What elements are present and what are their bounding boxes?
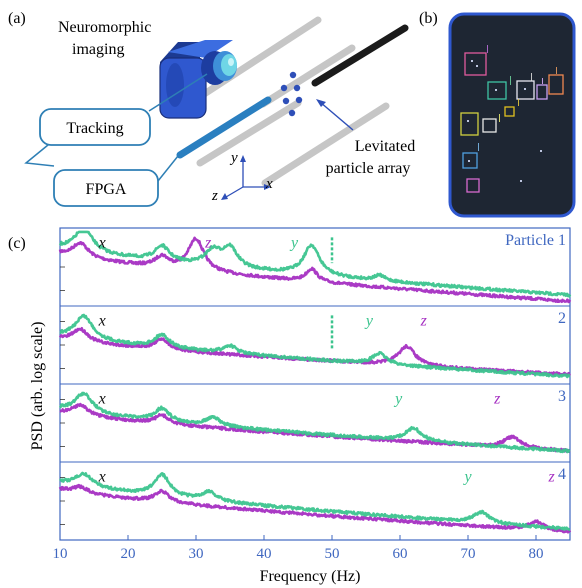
peak-label-y: y [364, 313, 374, 330]
x-tick-labels: 10 20 30 40 50 60 70 80 [53, 535, 544, 562]
tracking-connector [148, 73, 208, 112]
panel-a-schematic: (a) Neuromorphic [8, 10, 415, 207]
tracking-label: Tracking [66, 120, 123, 137]
green-psd-trace [58, 391, 571, 454]
x-tick-label: 50 [325, 546, 340, 562]
particle [295, 96, 303, 104]
rail-top-dark [311, 24, 409, 87]
particle [288, 109, 296, 117]
peak-label-x: x [98, 313, 106, 330]
green-psd-trace [58, 471, 571, 531]
peak-label-y: y [462, 469, 472, 486]
camera-label-line2: imaging [72, 41, 124, 58]
panel-b-event-image: (b) [419, 10, 576, 218]
particle [289, 71, 297, 79]
purple-psd-trace [59, 402, 571, 454]
axis-label-z: z [211, 188, 218, 204]
rail-bottom-left [196, 99, 302, 167]
peak-label-x: x [98, 235, 106, 252]
x-tick-label: 40 [257, 546, 272, 562]
psd-subpanel: x y z 3 [58, 383, 571, 454]
array-label-line2: particle array [326, 160, 411, 177]
particle [282, 97, 290, 105]
peak-label-y: y [289, 235, 299, 252]
tracking-boxes [460, 52, 564, 193]
y-axis-label: PSD (arb. log scale) [29, 322, 46, 451]
rail-blue-electrode [176, 96, 272, 159]
panel-label-c: (c) [8, 235, 26, 252]
particle-array [280, 71, 303, 117]
coordinate-axes [221, 155, 271, 200]
psd-subpanel: x y z 2 [58, 305, 572, 379]
peak-label-x: x [98, 469, 106, 486]
fpga-box [53, 169, 159, 207]
purple-psd-trace [58, 236, 572, 304]
rail-top-left [191, 16, 322, 104]
event-specks [467, 45, 557, 182]
peak-label-x: x [98, 391, 106, 408]
peak-label-z: z [204, 235, 212, 252]
fpga-connector [24, 144, 55, 167]
particle [293, 84, 301, 92]
fpga-label: FPGA [86, 181, 127, 198]
array-pointer-arrowhead [316, 99, 326, 107]
green-psd-trace [59, 313, 571, 379]
particle-tag: 3 [558, 388, 566, 405]
particle-tag: 4 [558, 466, 566, 483]
purple-psd-trace [58, 326, 572, 377]
particle [280, 84, 288, 92]
camera-label-line1: Neuromorphic [58, 19, 151, 36]
peak-label-y: y [393, 391, 403, 408]
green-psd-trace [58, 230, 572, 298]
x-tick-label: 60 [393, 546, 408, 562]
particle-tag: 2 [558, 310, 566, 327]
tracking-box [39, 108, 151, 146]
rail-top-middle [259, 44, 356, 108]
axis-label-y: y [229, 150, 238, 166]
psd-subpanels: x z y Particle 1x y z 2x y z 3x y z 4 [58, 230, 572, 534]
x-tick-label: 80 [529, 546, 544, 562]
panel-label-a: (a) [8, 10, 26, 27]
panel-c-psd-chart: (c) PSD (arb. log scale) Frequency (Hz) … [8, 227, 572, 585]
camera-icon [159, 40, 237, 119]
fpga-electrode-connector [157, 155, 179, 182]
event-camera-frame [448, 12, 576, 218]
panel-label-b: (b) [419, 10, 438, 27]
peak-label-z: z [420, 313, 428, 330]
peak-label-z: z [548, 469, 556, 486]
peak-label-z: z [493, 391, 501, 408]
psd-subpanel: x z y Particle 1 [58, 230, 572, 304]
x-tick-label: 30 [189, 546, 204, 562]
x-tick-label: 20 [121, 546, 136, 562]
x-tick-label: 10 [53, 546, 68, 562]
particle-tag: Particle 1 [505, 232, 566, 249]
rail-bottom-right [261, 102, 390, 187]
array-label-line1: Levitated [355, 138, 415, 155]
x-tick-label: 70 [461, 546, 476, 562]
x-axis-label: Frequency (Hz) [260, 568, 361, 585]
array-pointer-line [319, 101, 354, 131]
purple-psd-trace [58, 483, 572, 534]
axis-label-x: x [265, 176, 273, 192]
